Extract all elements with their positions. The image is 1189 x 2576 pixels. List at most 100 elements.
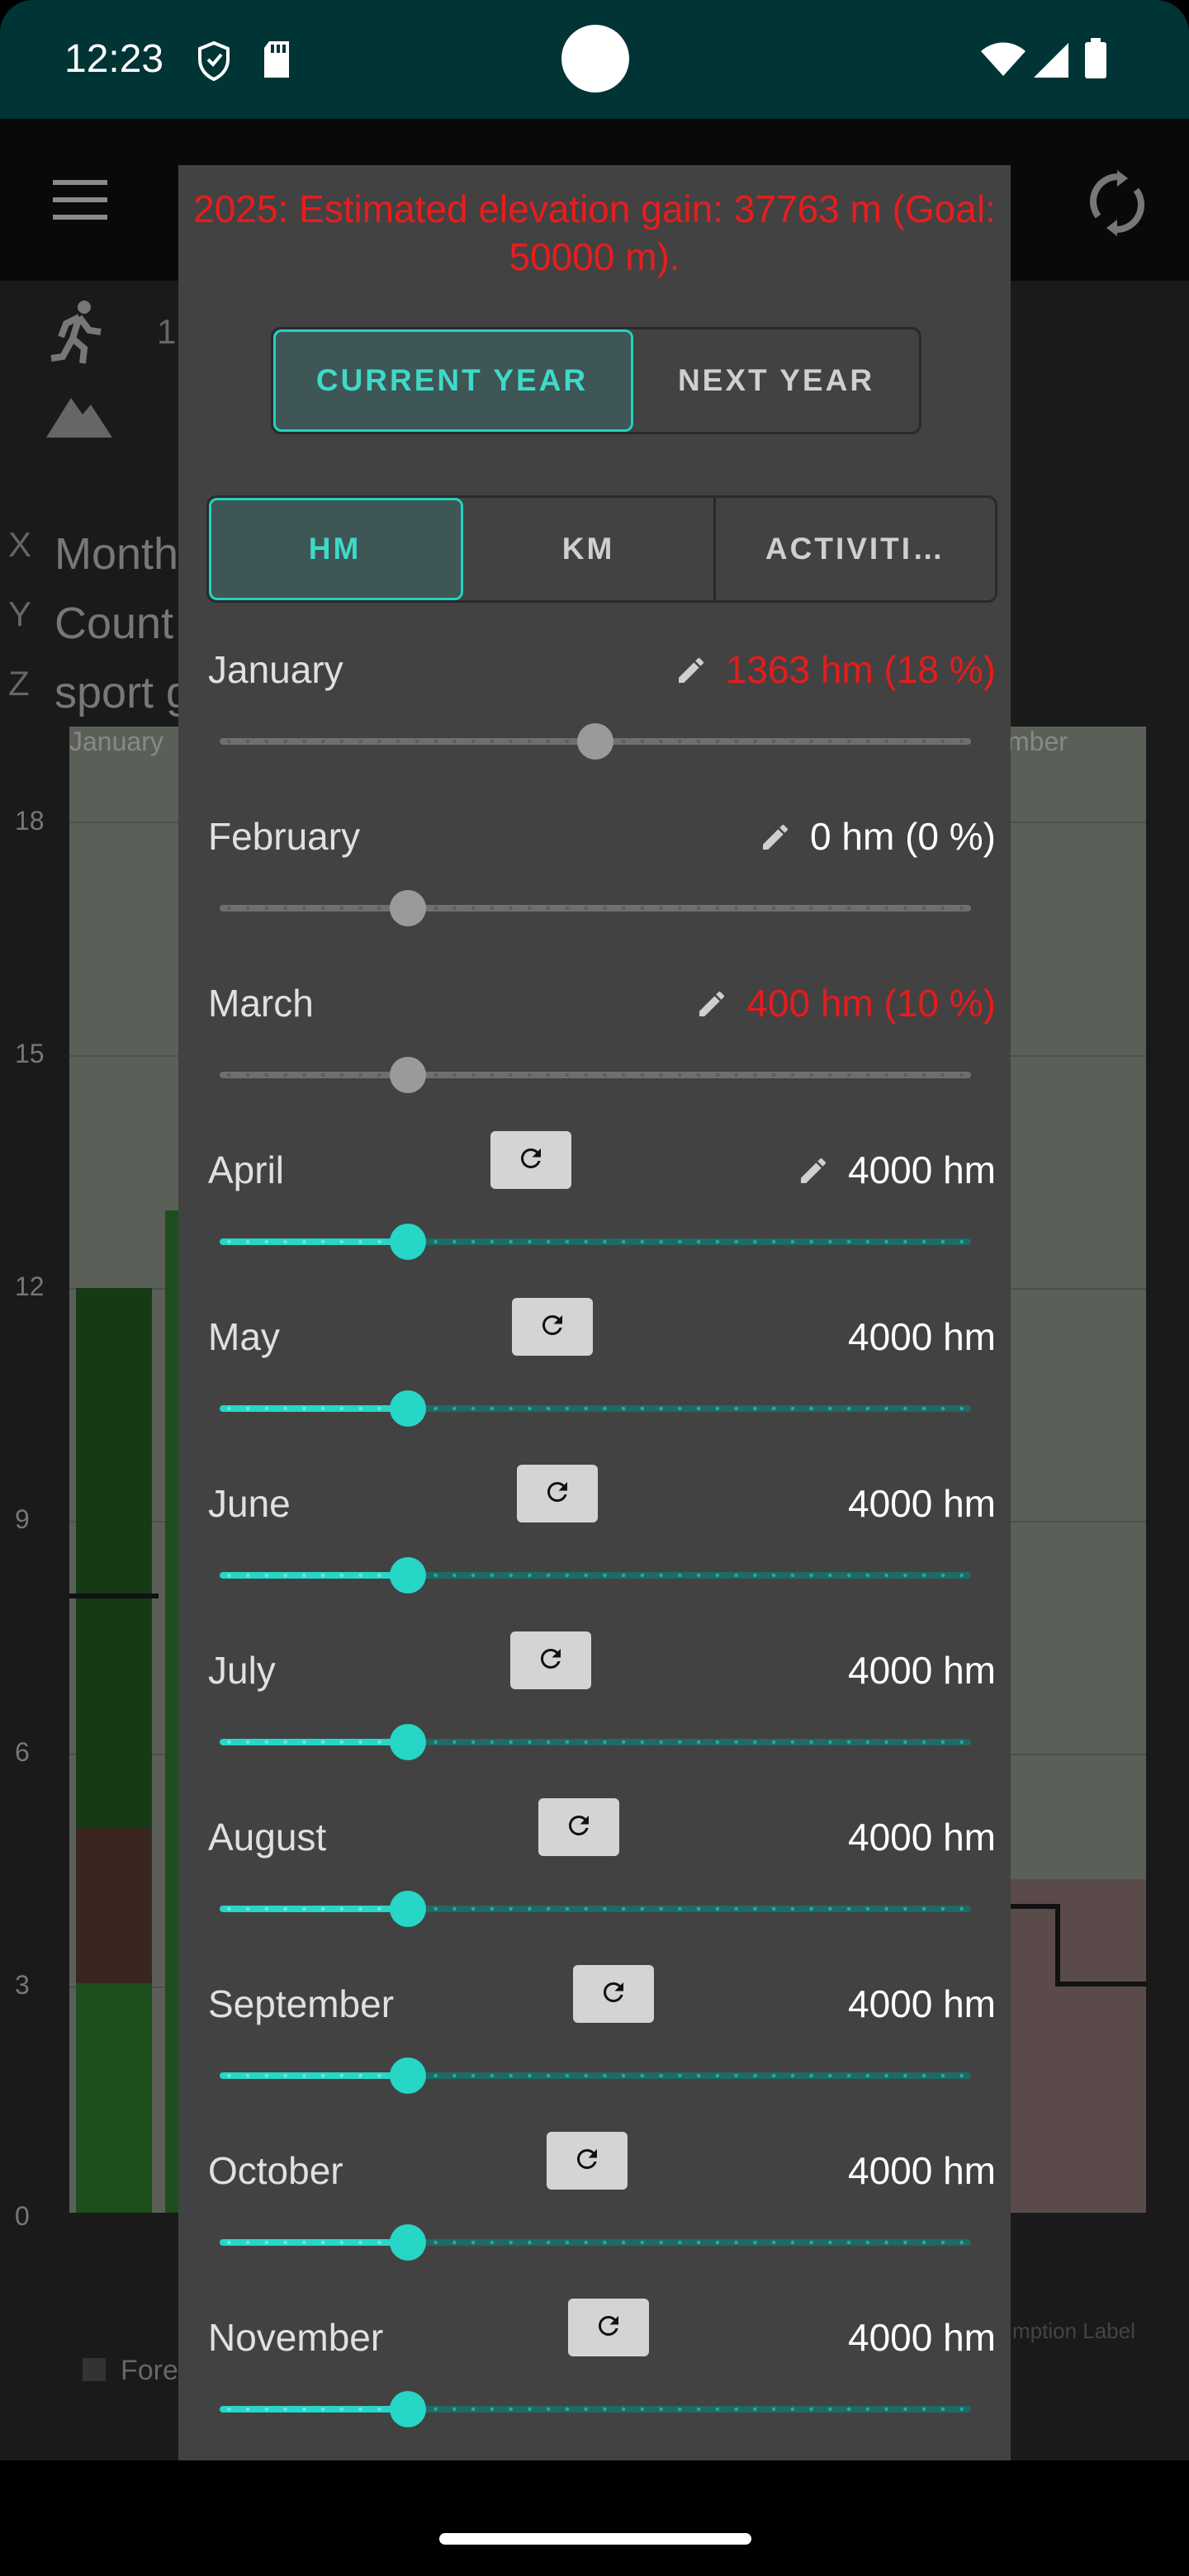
tab-current-year[interactable]: CURRENT YEAR xyxy=(273,329,633,432)
shield-icon xyxy=(198,41,230,81)
bg-y-tick: 12 xyxy=(15,1271,45,1301)
month-row-june: June 4000 hm xyxy=(178,1465,1011,1636)
unit-toggle: HM KM ACTIVITI… xyxy=(206,495,997,603)
slider-thumb[interactable] xyxy=(389,1224,426,1260)
month-label: November xyxy=(208,2316,384,2359)
navigation-bar xyxy=(0,2460,1189,2576)
bg-axis-x-text: Month xyxy=(54,529,179,579)
month-row-september: September 4000 hm xyxy=(178,1965,1011,2137)
month-row-march: March 400 hm (10 %) xyxy=(178,969,1011,1136)
month-value: 4000 hm xyxy=(847,1982,996,2025)
wifi-icon xyxy=(981,42,1026,76)
reset-button[interactable] xyxy=(538,1798,619,1856)
month-value: 4000 hm xyxy=(847,2149,996,2192)
edit-icon[interactable] xyxy=(695,987,728,1020)
goal-summary-text: 2025: Estimated elevation gain: 37763 m … xyxy=(193,187,996,278)
month-row-august: August 4000 hm xyxy=(178,1798,1011,1970)
month-slider[interactable] xyxy=(220,2406,971,2413)
mountain-icon xyxy=(46,398,112,438)
slider-thumb[interactable] xyxy=(389,1724,426,1760)
month-row-may: May 4000 hm xyxy=(178,1298,1011,1470)
month-label: March xyxy=(208,982,314,1025)
month-slider[interactable] xyxy=(220,905,971,912)
bg-y-tick: 18 xyxy=(15,806,45,836)
reset-button[interactable] xyxy=(547,2132,628,2190)
slider-thumb[interactable] xyxy=(389,1891,426,1927)
bg-axis-z-text: sport g xyxy=(54,668,192,717)
bg-y-tick: 9 xyxy=(15,1504,30,1534)
month-slider[interactable] xyxy=(220,2239,971,2246)
bg-y-tick: 6 xyxy=(15,1737,30,1767)
slider-thumb[interactable] xyxy=(577,723,613,760)
bg-axis-z: Z xyxy=(8,664,30,703)
month-label: April xyxy=(208,1148,285,1191)
reset-button[interactable] xyxy=(490,1131,571,1189)
tab-next-year[interactable]: NEXT YEAR xyxy=(677,363,875,397)
bg-chart-last-col: mber xyxy=(1007,727,1068,756)
month-slider[interactable] xyxy=(220,1906,971,1912)
reset-button[interactable] xyxy=(568,2299,649,2356)
month-label: August xyxy=(208,1816,327,1859)
menu-icon[interactable] xyxy=(53,180,107,220)
bg-peek-digit: 1 xyxy=(157,312,177,351)
refresh-icon xyxy=(542,1477,572,1511)
tab-km[interactable]: KM xyxy=(463,498,716,600)
month-label: September xyxy=(208,1982,395,2025)
month-label: February xyxy=(208,815,361,858)
bg-axis-x: X xyxy=(8,525,32,564)
month-slider[interactable] xyxy=(220,1238,971,1245)
month-label: June xyxy=(208,1482,291,1525)
month-value: 4000 hm xyxy=(847,2316,996,2359)
slider-thumb[interactable] xyxy=(389,2391,426,2427)
sync-icon[interactable] xyxy=(1090,170,1144,236)
slider-thumb[interactable] xyxy=(389,2057,426,2094)
elevation-goal-dialog: 2025: Estimated elevation gain: 37763 m … xyxy=(178,165,1011,2460)
bg-legend-right: mption Label xyxy=(1012,2318,1135,2343)
home-handle[interactable] xyxy=(439,2533,751,2545)
month-label: July xyxy=(208,1649,276,1692)
edit-icon[interactable] xyxy=(675,654,708,687)
month-slider[interactable] xyxy=(220,1072,971,1078)
refresh-icon xyxy=(538,1310,567,1344)
month-row-july: July 4000 hm xyxy=(178,1631,1011,1803)
month-value: 4000 hm xyxy=(847,1649,996,1692)
month-slider[interactable] xyxy=(220,1739,971,1745)
bg-y-tick: 3 xyxy=(15,1970,30,2000)
month-value: 4000 hm xyxy=(847,1148,996,1191)
signal-icon xyxy=(1034,43,1068,78)
month-value: 4000 hm xyxy=(847,1315,996,1358)
slider-thumb[interactable] xyxy=(389,1557,426,1593)
bg-y-tick: 15 xyxy=(15,1039,45,1068)
slider-thumb[interactable] xyxy=(389,890,426,926)
bg-chart-first-col: January xyxy=(69,727,163,756)
slider-thumb[interactable] xyxy=(389,2224,426,2261)
status-time: 12:23 xyxy=(64,37,164,81)
month-row-november: November 4000 hm xyxy=(178,2299,1011,2460)
refresh-icon xyxy=(536,1644,566,1678)
slider-thumb[interactable] xyxy=(389,1390,426,1427)
edit-icon[interactable] xyxy=(797,1154,830,1187)
month-value: 4000 hm xyxy=(847,1482,996,1525)
edit-icon[interactable] xyxy=(759,821,792,854)
month-label: October xyxy=(208,2149,343,2192)
running-icon xyxy=(50,301,102,364)
reset-button[interactable] xyxy=(517,1465,598,1522)
month-slider[interactable] xyxy=(220,2072,971,2079)
reset-button[interactable] xyxy=(510,1631,591,1689)
bg-legend: Fore xyxy=(121,2355,178,2386)
reset-button[interactable] xyxy=(573,1965,654,2023)
slider-thumb[interactable] xyxy=(389,1057,426,1093)
bg-axis-y: Y xyxy=(8,594,32,633)
month-label: January xyxy=(208,648,343,691)
month-slider[interactable] xyxy=(220,1405,971,1412)
month-slider[interactable] xyxy=(220,1572,971,1579)
tab-activities[interactable]: ACTIVITI… xyxy=(765,532,946,566)
refresh-icon xyxy=(599,1977,628,2011)
month-value: 400 hm (10 %) xyxy=(746,982,996,1025)
reset-button[interactable] xyxy=(512,1298,593,1356)
tab-hm[interactable]: HM xyxy=(209,498,463,600)
refresh-icon xyxy=(572,2144,602,2178)
month-value: 4000 hm xyxy=(847,1816,996,1859)
bg-y-tick: 0 xyxy=(15,2201,30,2231)
month-value: 1363 hm (18 %) xyxy=(725,648,996,691)
